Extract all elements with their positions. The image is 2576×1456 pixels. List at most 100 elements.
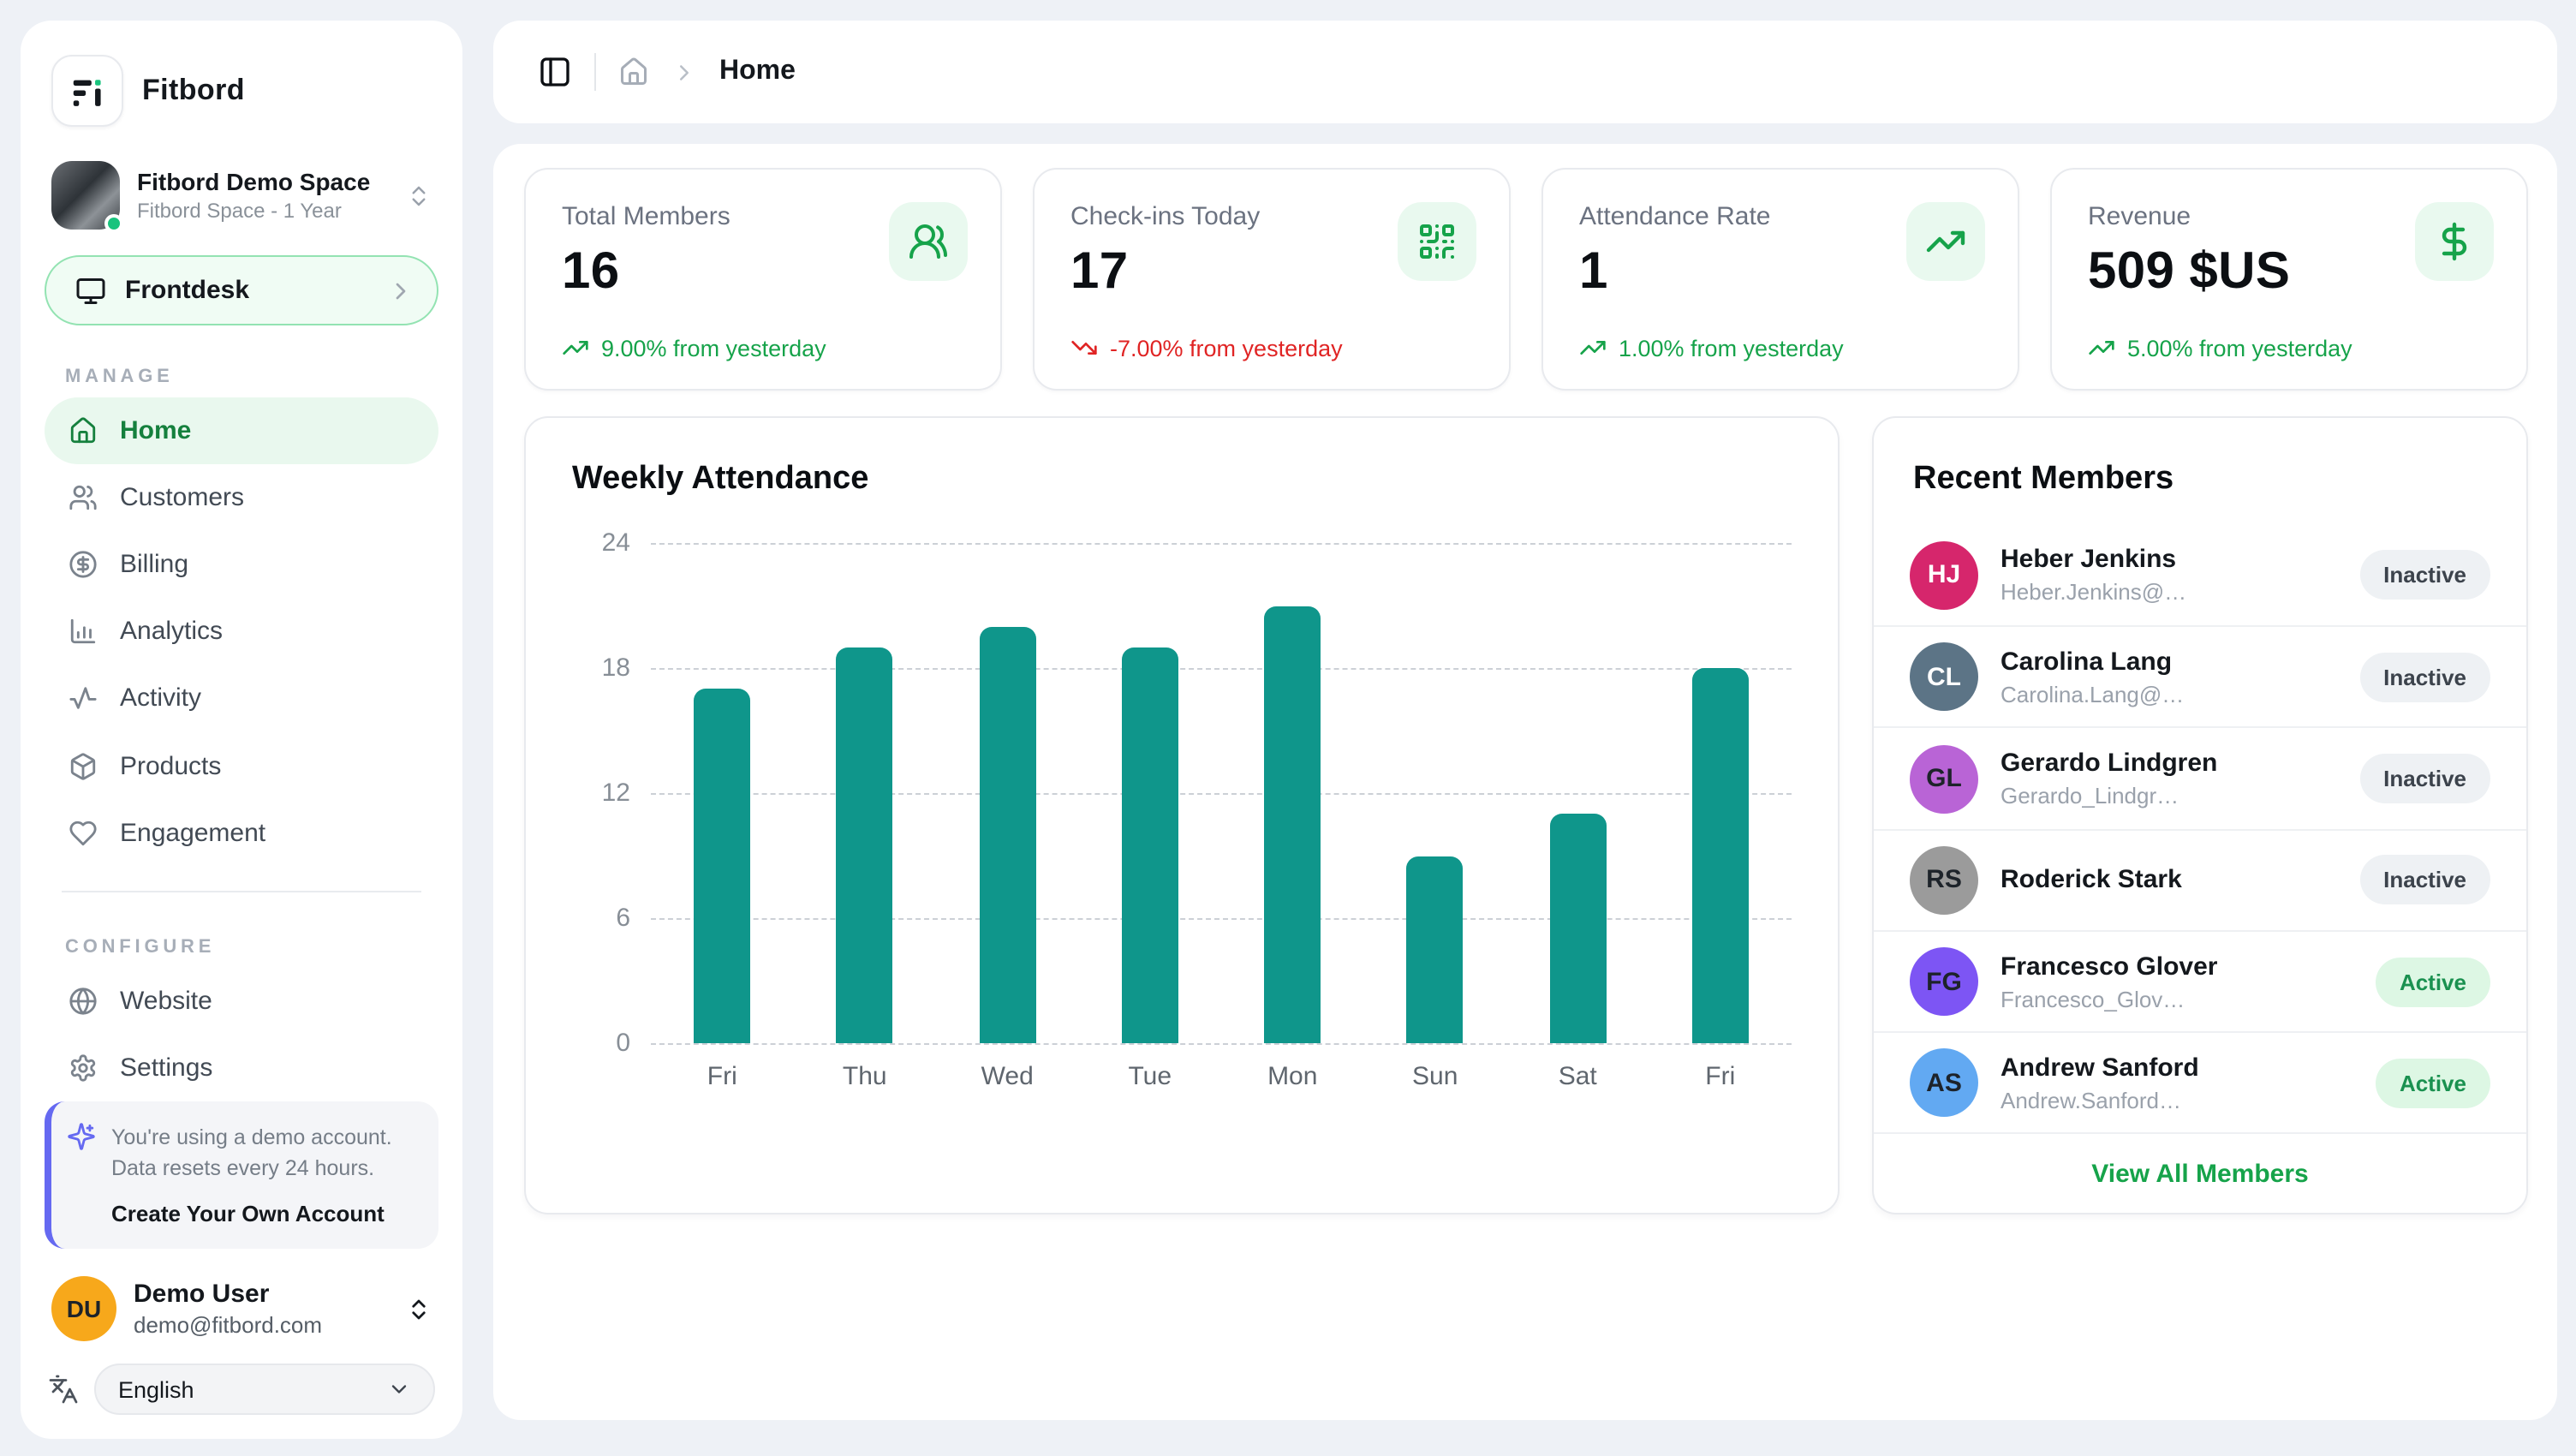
breadcrumb-current: Home (719, 57, 796, 87)
member-name: Andrew Sanford (2001, 1053, 2376, 1083)
x-tick: Thu (827, 1062, 903, 1091)
status-badge: Inactive (2359, 754, 2490, 803)
stat-trend: -7.00% from yesterday (1070, 334, 1343, 361)
member-name: Roderick Stark (2001, 866, 2359, 895)
chart-title: Weekly Attendance (572, 461, 1792, 498)
member-avatar: FG (1910, 947, 1978, 1016)
chart-column-icon (67, 618, 98, 647)
stat-card-revenue: Revenue 509 $US 5.00% from yesterday (2050, 168, 2528, 391)
app-root: Fitbord Fitbord Demo Space Fitbord Space… (0, 0, 2576, 1456)
member-row[interactable]: HJ Heber Jenkins Heber.Jenkins@… Inactiv… (1874, 524, 2526, 625)
chevrons-up-down-icon (406, 182, 432, 208)
view-all-members-link[interactable]: View All Members (1874, 1133, 2526, 1213)
member-email: Carolina.Lang@… (2001, 682, 2359, 707)
member-row[interactable]: CL Carolina Lang Carolina.Lang@… Inactiv… (1874, 625, 2526, 726)
sidebar-item-website[interactable]: Website (45, 967, 438, 1034)
chevron-right-icon (387, 277, 414, 304)
qr-code-icon (1398, 202, 1476, 281)
sidebar-item-billing[interactable]: Billing (45, 531, 438, 598)
member-name: Carolina Lang (2001, 647, 2359, 677)
breadcrumb-chevron-icon (671, 59, 697, 85)
sidebar-item-customers[interactable]: Customers (45, 464, 438, 531)
user-email: demo@fitbord.com (134, 1312, 322, 1338)
chart-plot-area (651, 543, 1792, 1043)
language-select[interactable]: English (94, 1364, 435, 1415)
member-email: Gerardo_Lindgr… (2001, 783, 2359, 809)
member-avatar: CL (1910, 643, 1978, 712)
y-tick: 0 (616, 1029, 630, 1058)
sparkles-icon (67, 1122, 96, 1227)
chevrons-up-down-icon (406, 1296, 432, 1322)
status-badge: Inactive (2359, 653, 2490, 702)
status-badge: Inactive (2359, 856, 2490, 905)
sidebar: Fitbord Fitbord Demo Space Fitbord Space… (21, 21, 462, 1439)
brand-name: Fitbord (142, 74, 245, 108)
member-name: Heber Jenkins (2001, 545, 2359, 574)
bar-tue (1122, 647, 1178, 1043)
x-tick: Tue (1112, 1062, 1188, 1091)
stat-trend-text: -7.00% from yesterday (1110, 335, 1343, 361)
y-tick: 12 (602, 779, 630, 808)
bar-wed (979, 626, 1035, 1043)
demo-account-notice: You're using a demo account. Data resets… (45, 1101, 438, 1250)
breadcrumb-home-icon[interactable] (618, 57, 649, 87)
gear-icon (67, 1053, 98, 1082)
activity-icon (67, 684, 98, 713)
x-tick: Fri (1683, 1062, 1758, 1091)
sidebar-item-label: Engagement (120, 818, 265, 847)
stats-row: Total Members 16 9.00% from yesterday Ch… (524, 168, 2528, 391)
stat-trend-text: 5.00% from yesterday (2127, 335, 2352, 361)
stat-trend: 9.00% from yesterday (562, 334, 826, 361)
frontdesk-button[interactable]: Frontdesk (45, 255, 438, 325)
member-row[interactable]: AS Andrew Sanford Andrew.Sanford… Active (1874, 1031, 2526, 1132)
frontdesk-label: Frontdesk (125, 276, 249, 305)
space-selector[interactable]: Fitbord Demo Space Fitbord Space - 1 Yea… (45, 161, 438, 230)
trending-down-icon (1070, 334, 1098, 361)
member-avatar: RS (1910, 846, 1978, 915)
member-avatar: GL (1910, 744, 1978, 813)
member-email: Francesco_Glov… (2001, 986, 2376, 1011)
member-row[interactable]: RS Roderick Stark Inactive (1874, 828, 2526, 929)
trending-up-icon (562, 334, 589, 361)
sidebar-item-engagement[interactable]: Engagement (45, 799, 438, 866)
member-row[interactable]: GL Gerardo Lindgren Gerardo_Lindgr… Inac… (1874, 727, 2526, 828)
member-avatar: HJ (1910, 540, 1978, 609)
chevron-down-icon (387, 1377, 411, 1401)
sidebar-toggle-button[interactable] (538, 55, 572, 89)
x-tick: Sat (1540, 1062, 1615, 1091)
sidebar-item-label: Customers (120, 483, 244, 512)
language-value: English (118, 1376, 194, 1402)
status-badge: Active (2376, 1059, 2490, 1108)
sidebar-item-settings[interactable]: Settings (45, 1034, 438, 1101)
stat-trend: 5.00% from yesterday (2088, 334, 2352, 361)
space-name: Fitbord Demo Space (137, 168, 389, 195)
recent-members-title: Recent Members (1874, 418, 2526, 524)
sidebar-item-home[interactable]: Home (45, 397, 438, 464)
sidebar-item-label: Analytics (120, 618, 223, 647)
house-icon (67, 416, 98, 445)
stat-trend-text: 9.00% from yesterday (601, 335, 826, 361)
stat-card-total-members: Total Members 16 9.00% from yesterday (524, 168, 1002, 391)
monitor-icon (75, 275, 106, 306)
member-email: Heber.Jenkins@… (2001, 579, 2359, 605)
fitbord-logo-icon (51, 55, 123, 127)
member-email: Andrew.Sanford… (2001, 1088, 2376, 1113)
create-account-link[interactable]: Create Your Own Account (111, 1201, 421, 1226)
sidebar-item-label: Products (120, 751, 221, 780)
sidebar-item-activity[interactable]: Activity (45, 665, 438, 732)
sidebar-item-products[interactable]: Products (45, 732, 438, 799)
member-row[interactable]: FG Francesco Glover Francesco_Glov… Acti… (1874, 930, 2526, 1031)
bar-mon (1264, 606, 1321, 1043)
sidebar-item-analytics[interactable]: Analytics (45, 599, 438, 665)
translate-icon (48, 1374, 79, 1405)
globe-icon (67, 986, 98, 1015)
user-menu[interactable]: DU Demo User demo@fitbord.com (45, 1276, 438, 1341)
y-tick: 18 (602, 653, 630, 683)
demo-notice-text: You're using a demo account. Data resets… (111, 1122, 421, 1184)
member-name: Gerardo Lindgren (2001, 749, 2359, 778)
stat-card-checkins: Check-ins Today 17 -7.00% from yesterday (1033, 168, 1511, 391)
circle-dollar-icon (67, 551, 98, 580)
chart-x-axis: Fri Thu Wed Tue Mon Sun Sat Fri (651, 1062, 1792, 1091)
bar-sat (1549, 814, 1606, 1043)
main-content: Total Members 16 9.00% from yesterday Ch… (493, 144, 2557, 1420)
